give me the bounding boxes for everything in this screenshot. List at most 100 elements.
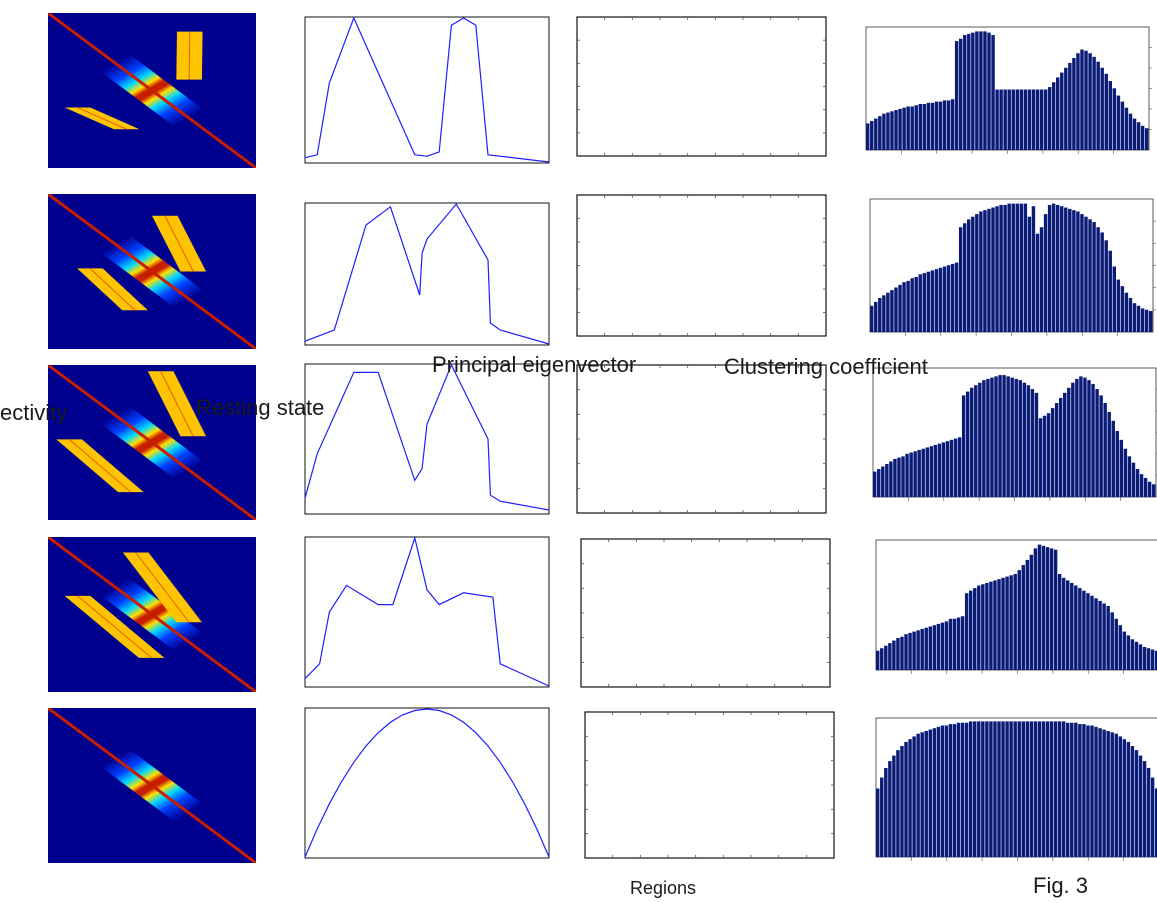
bar (1006, 376, 1010, 497)
bar (1136, 305, 1141, 332)
connectivity-label: ectivity (0, 400, 68, 425)
bar (1140, 125, 1145, 150)
bar (1011, 203, 1015, 332)
bar (1088, 53, 1092, 151)
bar (1021, 721, 1025, 857)
bar (877, 469, 881, 497)
connectivity-matrix (48, 13, 256, 168)
bar (1078, 724, 1082, 857)
bar (1096, 227, 1100, 332)
bar (1126, 741, 1131, 857)
bar (1017, 570, 1021, 670)
bar (892, 755, 896, 857)
bar (894, 287, 898, 332)
bar (890, 111, 894, 150)
bar (1118, 736, 1123, 857)
bar (1088, 219, 1092, 332)
bar (926, 271, 931, 332)
bar (963, 35, 967, 150)
bar (987, 208, 991, 332)
diagonal-band (48, 537, 256, 692)
bar (958, 38, 963, 150)
bar (900, 636, 904, 670)
figure-number-label: Fig. 3 (1033, 873, 1089, 898)
bar (1136, 122, 1141, 150)
bar (936, 726, 941, 857)
bar (934, 101, 939, 150)
bar (1039, 227, 1044, 332)
bar (1150, 777, 1155, 857)
bar (1092, 56, 1096, 150)
bar (958, 227, 963, 332)
bar (1053, 549, 1058, 670)
bar (949, 439, 954, 497)
eigenvector-line (304, 202, 550, 345)
bar (1046, 413, 1051, 497)
diagonal-band (48, 708, 256, 863)
bar (1060, 72, 1064, 150)
bar (975, 214, 979, 332)
eigenvector-plots (304, 16, 550, 859)
bar (886, 292, 890, 332)
bar (964, 722, 969, 857)
bar (1139, 474, 1144, 497)
diagonal-band (48, 365, 256, 520)
bar (1116, 279, 1121, 332)
bar (1055, 204, 1060, 332)
bar (960, 722, 965, 857)
clustering-bar-charts (865, 26, 1157, 861)
diagonal-band (48, 194, 256, 349)
bar (1007, 89, 1011, 150)
bar (886, 112, 890, 150)
bar (888, 761, 892, 857)
bar (1021, 565, 1025, 670)
bar (1031, 89, 1036, 150)
bar (979, 31, 983, 151)
plot-frame (304, 202, 550, 346)
bar (924, 627, 928, 670)
bar (1082, 590, 1086, 670)
bar (930, 102, 935, 150)
bar (990, 377, 994, 497)
bar (1091, 383, 1095, 497)
bar (870, 120, 874, 150)
bar (975, 31, 979, 151)
bar (937, 443, 942, 497)
plot-frame (576, 16, 827, 157)
bar (928, 626, 932, 670)
bar (896, 638, 900, 670)
connectivity-matrices (48, 13, 256, 863)
bar (954, 262, 959, 332)
bar (1027, 216, 1032, 332)
bar (1076, 53, 1080, 151)
bar (1038, 418, 1043, 497)
bar (1143, 477, 1148, 497)
bar (999, 204, 1003, 332)
bar (884, 645, 888, 670)
bar (1045, 721, 1050, 857)
bar (1076, 211, 1080, 332)
bar (977, 721, 981, 857)
bar (1029, 721, 1034, 857)
bar (1131, 462, 1136, 497)
bar (1124, 292, 1129, 332)
bar (1114, 733, 1118, 857)
bar (1120, 286, 1125, 332)
bar (961, 395, 966, 497)
bar (1134, 641, 1139, 670)
bar (926, 102, 931, 150)
bar (1092, 221, 1096, 332)
bar (1068, 62, 1072, 150)
bar (1150, 649, 1155, 670)
empty-plot (576, 194, 827, 337)
bar (1053, 721, 1058, 857)
bar (1104, 240, 1108, 332)
bar (1148, 311, 1153, 332)
clustering-coefficient-label: Clustering coefficient (724, 354, 928, 379)
bar (1142, 761, 1147, 857)
bar (1051, 203, 1056, 332)
bar (882, 113, 886, 150)
bar (1082, 724, 1086, 857)
bar (932, 625, 937, 670)
